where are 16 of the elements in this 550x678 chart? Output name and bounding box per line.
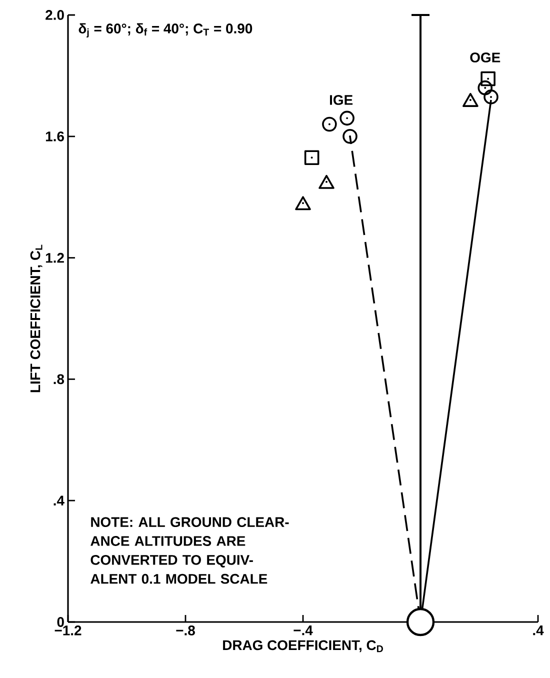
y-axis-title: LIFT COEFFICIENT, C$_{L}$ bbox=[30, 244, 42, 392]
annotation: IGE bbox=[330, 95, 353, 105]
x-tick-label: −1.2 bbox=[54, 626, 82, 636]
y-tick-label: 0 bbox=[57, 617, 64, 627]
annotation: δ$_{j}$ = 60°; δ$_{f}$ = 40°; C$_{T}$ = 0.90 bbox=[78, 23, 252, 38]
y-tick-label: .4 bbox=[54, 496, 64, 506]
annotation: OGE bbox=[470, 52, 500, 62]
x-tick-label: −.4 bbox=[294, 626, 313, 636]
annotation: NOTE: ALL GROUND CLEAR-ANCE ALTITUDES ARE CONVERTED TO EQUIV-ALENT 0.1 MODEL SCALE bbox=[90, 517, 289, 584]
y-tick-label: 1.6 bbox=[46, 131, 64, 142]
y-tick-label: 1.2 bbox=[46, 252, 64, 263]
y-tick-label: .8 bbox=[54, 374, 64, 384]
x-tick-label: −.8 bbox=[176, 626, 195, 636]
x-axis-title: DRAG COEFFICIENT, C$_{D}$ bbox=[223, 640, 383, 652]
y-tick-label: 2.0 bbox=[46, 10, 64, 20]
x-tick-label: .4 bbox=[533, 626, 544, 636]
